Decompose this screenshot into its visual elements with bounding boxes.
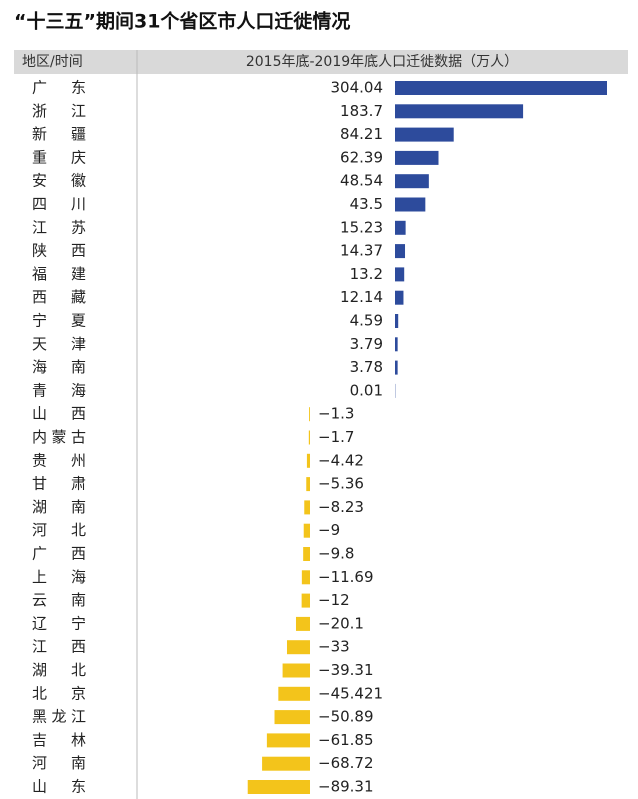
value-label: −33 [318, 638, 350, 656]
bar [395, 314, 399, 328]
value-label: −9.8 [318, 545, 354, 563]
region-label: 安徽 [32, 172, 86, 190]
value-label: −1.7 [318, 428, 354, 446]
region-label: 青海 [32, 381, 86, 399]
region-label: 山东 [32, 778, 86, 796]
bar [395, 220, 406, 235]
region-label: 云南 [32, 591, 86, 609]
bar [309, 407, 310, 422]
region-label: 河北 [32, 521, 86, 539]
value-label: −1.3 [318, 405, 354, 423]
value-header: 2015年底-2019年底人口迁徙数据（万人） [246, 54, 518, 70]
value-label: 84.21 [340, 125, 383, 143]
value-label: −39.31 [318, 661, 374, 679]
value-label: 304.04 [331, 79, 384, 97]
header-bar [14, 50, 628, 74]
region-label: 宁夏 [32, 312, 86, 330]
region-label: 河南 [32, 754, 86, 772]
value-label: 62.39 [340, 148, 383, 166]
region-label: 内蒙古 [32, 428, 86, 446]
region-label: 北京 [32, 684, 86, 702]
bar [262, 756, 310, 771]
value-label: −5.36 [318, 475, 364, 493]
value-label: 3.78 [350, 358, 383, 376]
region-label: 天津 [32, 335, 86, 353]
value-label: −68.72 [318, 754, 374, 772]
bar [395, 150, 439, 165]
region-label: 江西 [32, 638, 86, 656]
chart-title: “十三五”期间31个省区市人口迁徙情况 [14, 10, 350, 33]
value-label: 15.23 [340, 218, 383, 236]
bar [395, 290, 404, 305]
region-label: 陕西 [32, 242, 86, 260]
value-label: 4.59 [350, 312, 383, 330]
value-label: −61.85 [318, 731, 374, 749]
bar [282, 663, 310, 678]
bar [306, 477, 310, 492]
value-label: −8.23 [318, 498, 364, 516]
bar [278, 686, 310, 701]
bar [395, 244, 406, 259]
bar [274, 710, 310, 725]
region-label: 福建 [32, 265, 86, 283]
bar [395, 104, 524, 119]
region-label: 浙江 [32, 102, 86, 120]
value-label: −20.1 [318, 614, 364, 632]
value-label: 13.2 [350, 265, 383, 283]
bar [395, 360, 398, 375]
region-label: 重庆 [32, 148, 86, 166]
value-label: −50.89 [318, 708, 374, 726]
value-label: 0.01 [350, 381, 383, 399]
bar [266, 733, 310, 748]
region-label: 新疆 [32, 125, 86, 143]
region-label: 湖南 [32, 498, 86, 516]
bar [308, 430, 310, 445]
region-label: 广西 [32, 545, 86, 563]
value-label: −4.42 [318, 451, 364, 469]
bar [304, 500, 310, 515]
region-label: 四川 [32, 195, 86, 213]
column-header: 地区/时间 [22, 54, 83, 70]
value-label: 183.7 [340, 102, 383, 120]
region-label: 黑龙江 [32, 708, 86, 726]
region-label: 湖北 [32, 661, 86, 679]
value-label: −9 [318, 521, 340, 539]
region-label: 贵州 [32, 451, 86, 469]
bar [306, 453, 310, 468]
region-label: 西藏 [32, 288, 86, 306]
bar [395, 174, 429, 189]
bar [395, 337, 398, 352]
value-label: −11.69 [318, 568, 374, 586]
value-label: 48.54 [340, 172, 383, 190]
bar [301, 593, 310, 608]
bar [247, 780, 310, 794]
bar [395, 197, 426, 212]
region-label: 广东 [32, 79, 86, 97]
bar [286, 640, 310, 655]
value-label: 12.14 [340, 288, 383, 306]
region-label: 上海 [32, 568, 86, 586]
bar [395, 81, 607, 95]
bar [295, 616, 310, 631]
bar [301, 570, 310, 585]
region-label: 吉林 [32, 731, 86, 749]
region-label: 江苏 [32, 218, 86, 236]
value-label: 3.79 [350, 335, 383, 353]
region-label: 海南 [32, 358, 86, 376]
value-label: 14.37 [340, 242, 383, 260]
bar [303, 547, 310, 561]
region-label: 辽宁 [32, 614, 86, 632]
bar [395, 127, 454, 142]
region-label: 甘肃 [32, 475, 86, 493]
value-label: 43.5 [350, 195, 383, 213]
bar [303, 523, 310, 538]
value-label: −45.421 [318, 684, 383, 702]
value-label: −12 [318, 591, 350, 609]
value-label: −89.31 [318, 778, 374, 796]
region-label: 山西 [32, 405, 86, 423]
bar [395, 267, 405, 282]
